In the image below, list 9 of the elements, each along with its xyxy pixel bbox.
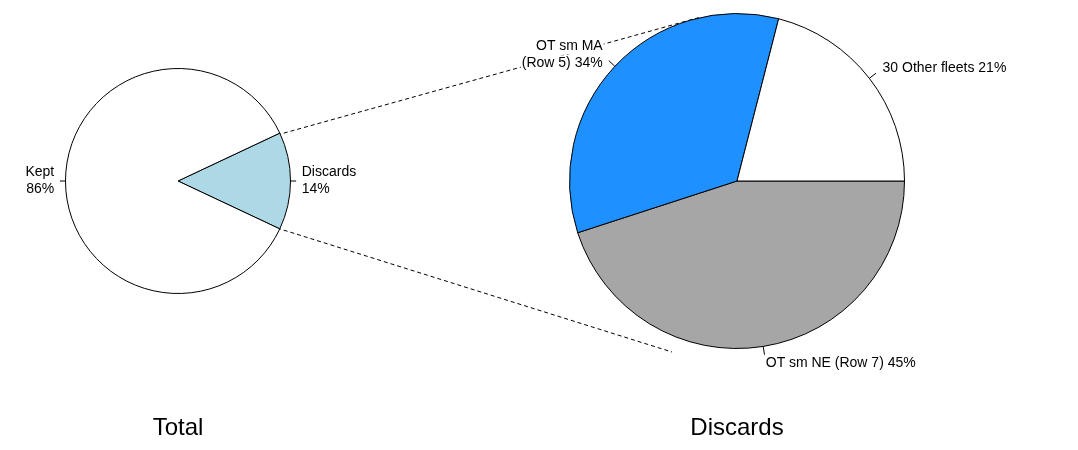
slice-label: Discards (301, 163, 357, 180)
data-label: 14% (301, 180, 330, 197)
slice-label: OT sm NE (Row 7) 45% (765, 353, 916, 370)
slice-label: Kept (25, 163, 55, 180)
text: Discards (690, 412, 784, 440)
slice-label: 30 Other fleets 21% (882, 58, 1007, 75)
slice-label: OT sm MA (Row 5) 34% (521, 37, 604, 71)
data-label: 86% (26, 180, 55, 197)
text: Total (152, 412, 204, 440)
